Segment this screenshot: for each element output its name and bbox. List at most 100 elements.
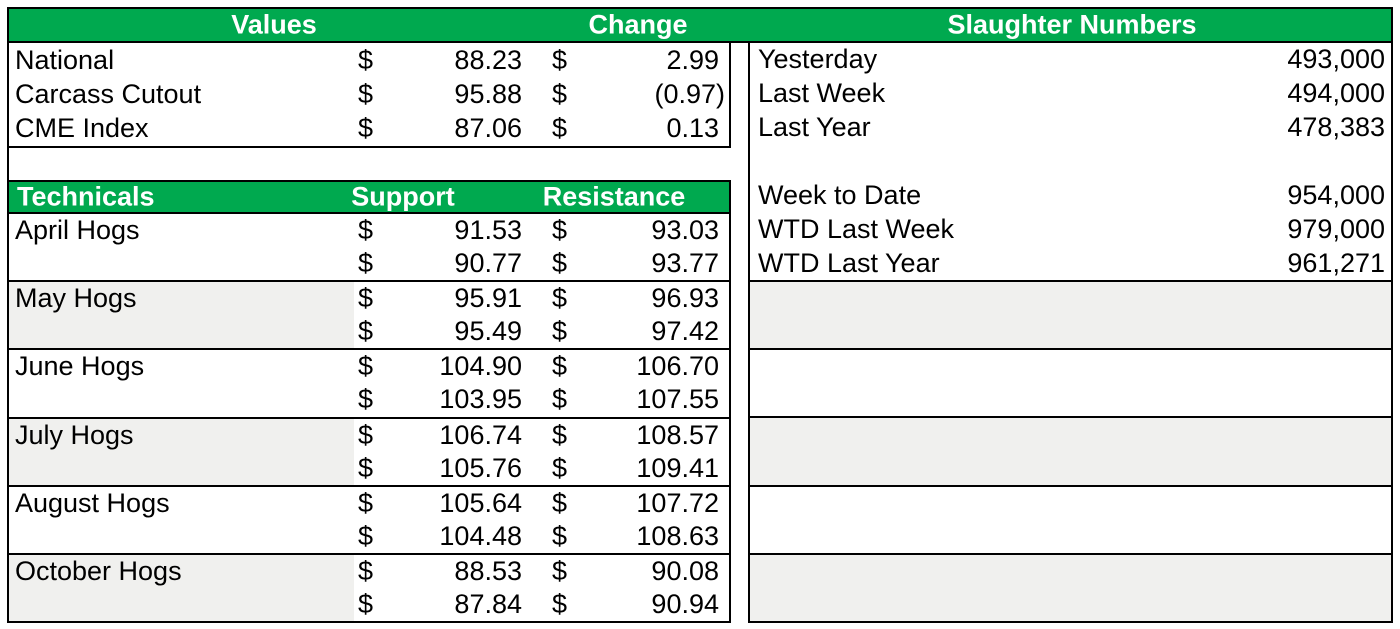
technicals-values: $88.53 $90.08 $87.84 $90.94 xyxy=(354,555,729,621)
slaughter-row: WTD Last Week 979,000 xyxy=(750,212,1391,246)
amount: 109.41 xyxy=(636,452,719,483)
value-cell: $87.06 xyxy=(354,112,532,146)
resistance-cell: $107.55 xyxy=(532,383,729,416)
amount: 108.57 xyxy=(636,419,719,450)
dollar-sign: $ xyxy=(552,316,568,347)
technicals-row: $87.84 $90.94 xyxy=(354,588,729,621)
contract-label-cell: April Hogs xyxy=(9,214,354,280)
amount: 103.95 xyxy=(439,384,522,415)
dollar-sign: $ xyxy=(358,351,374,382)
dollar-sign: $ xyxy=(358,316,374,347)
resistance-cell: $108.63 xyxy=(532,520,729,553)
amount: 97.42 xyxy=(651,316,719,347)
technicals-group: May Hogs $95.91 $96.93 $95.49 $97.42 xyxy=(9,280,729,349)
slaughter-row-value: 961,271 xyxy=(1287,247,1385,278)
empty-band xyxy=(750,552,1391,622)
dollar-sign: $ xyxy=(358,283,374,314)
contract-label: August Hogs xyxy=(15,487,170,518)
technicals-row: $105.76 $109.41 xyxy=(354,452,729,485)
amount: 90.94 xyxy=(651,589,719,619)
support-cell: $104.90 xyxy=(354,350,532,383)
contract-label-cell: June Hogs xyxy=(9,350,354,416)
values-row-label: Carcass Cutout xyxy=(15,78,202,109)
dollar-sign: $ xyxy=(552,520,568,551)
values-row: CME Index $87.06 $0.13 xyxy=(9,112,729,146)
values-row-label: National xyxy=(15,44,115,75)
contract-label-cell: August Hogs xyxy=(9,487,354,553)
slaughter-row: Yesterday 493,000 xyxy=(750,43,1391,77)
amount: 90.08 xyxy=(651,555,719,586)
left-border-spacer xyxy=(7,148,9,180)
contract-label-cell: May Hogs xyxy=(9,282,354,349)
technicals-group: October Hogs $88.53 $90.08 $87.84 $90.94 xyxy=(9,552,729,622)
technicals-header-band: Technicals Support Resistance xyxy=(7,180,731,214)
technicals-table: April Hogs $91.53 $93.03 $90.77 $93.77 May Ho… xyxy=(7,214,731,623)
change-cell: $ (0.97) xyxy=(532,77,729,111)
technicals-group: April Hogs $91.53 $93.03 $90.77 $93.77 xyxy=(9,214,729,280)
slaughter-row: Week to Date 954,000 xyxy=(750,178,1391,212)
slaughter-empty-row xyxy=(750,145,1391,179)
support-cell: $105.64 xyxy=(354,487,532,520)
values-table: National $88.23 $2.99 Carcass Cutout $95.88 $… xyxy=(7,43,731,148)
dollar-sign: $ xyxy=(552,589,568,619)
dollar-sign: $ xyxy=(552,78,568,109)
technicals-values: $95.91 $96.93 $95.49 $97.42 xyxy=(354,282,729,348)
support-cell: $106.74 xyxy=(354,419,532,452)
amount: 87.84 xyxy=(454,589,522,619)
empty-band xyxy=(750,416,1391,485)
technicals-row: $103.95 $107.55 xyxy=(354,383,729,416)
values-header: Values xyxy=(231,9,317,40)
contract-label: May Hogs xyxy=(15,283,137,314)
technicals-values: $106.74 $108.57 $105.76 $109.41 xyxy=(354,419,729,485)
value-cell: $95.88 xyxy=(354,77,532,111)
dollar-sign: $ xyxy=(358,78,374,109)
contract-label: October Hogs xyxy=(15,555,182,586)
resistance-cell: $93.03 xyxy=(532,214,729,247)
support-cell: $103.95 xyxy=(354,383,532,416)
technicals-row: $90.77 $93.77 xyxy=(354,247,729,280)
contract-label: April Hogs xyxy=(15,215,140,245)
amount: 91.53 xyxy=(454,215,522,246)
empty-band xyxy=(750,348,1391,416)
amount: 96.93 xyxy=(651,283,719,314)
amount: 88.53 xyxy=(454,555,522,586)
amount: 107.55 xyxy=(636,384,719,415)
dollar-sign: $ xyxy=(552,283,568,314)
amount: 105.64 xyxy=(439,487,522,518)
slaughter-row-label: Week to Date xyxy=(758,179,922,210)
amount: 104.90 xyxy=(439,351,522,382)
dollar-sign: $ xyxy=(552,215,568,246)
technicals-row: $104.48 $108.63 xyxy=(354,520,729,553)
empty-band xyxy=(750,282,1391,349)
resistance-cell: $90.08 xyxy=(532,555,729,588)
amount: 106.74 xyxy=(439,419,522,450)
technicals-values: $105.64 $107.72 $104.48 $108.63 xyxy=(354,487,729,553)
slaughter-row: Last Year 478,383 xyxy=(750,111,1391,145)
amount: 95.88 xyxy=(454,78,522,109)
support-cell: $95.49 xyxy=(354,315,532,348)
slaughter-row-value: 493,000 xyxy=(1287,44,1385,75)
resistance-header: Resistance xyxy=(542,181,686,212)
dollar-sign: $ xyxy=(358,215,374,246)
technicals-values: $91.53 $93.03 $90.77 $93.77 xyxy=(354,214,729,280)
slaughter-row-label: Yesterday xyxy=(758,44,878,75)
resistance-cell: $96.93 xyxy=(532,282,729,315)
change-cell: $0.13 xyxy=(532,112,729,146)
values-row-label: CME Index xyxy=(15,113,149,144)
dollar-sign: $ xyxy=(552,419,568,450)
technicals-row: $95.49 $97.42 xyxy=(354,315,729,348)
amount: 87.06 xyxy=(454,113,522,144)
dollar-sign: $ xyxy=(358,520,374,551)
slaughter-row-label: WTD Last Week xyxy=(758,213,955,244)
dollar-sign: $ xyxy=(358,384,374,415)
dollar-sign: $ xyxy=(552,351,568,382)
resistance-cell: $97.42 xyxy=(532,315,729,348)
amount: 105.76 xyxy=(439,452,522,483)
dollar-sign: $ xyxy=(552,555,568,586)
slaughter-row: WTD Last Year 961,271 xyxy=(750,246,1391,280)
amount: 90.77 xyxy=(454,248,522,279)
technicals-row: $95.91 $96.93 xyxy=(354,282,729,315)
slaughter-row: Last Week 494,000 xyxy=(750,77,1391,111)
amount: 93.03 xyxy=(651,215,719,246)
dollar-sign: $ xyxy=(552,248,568,279)
